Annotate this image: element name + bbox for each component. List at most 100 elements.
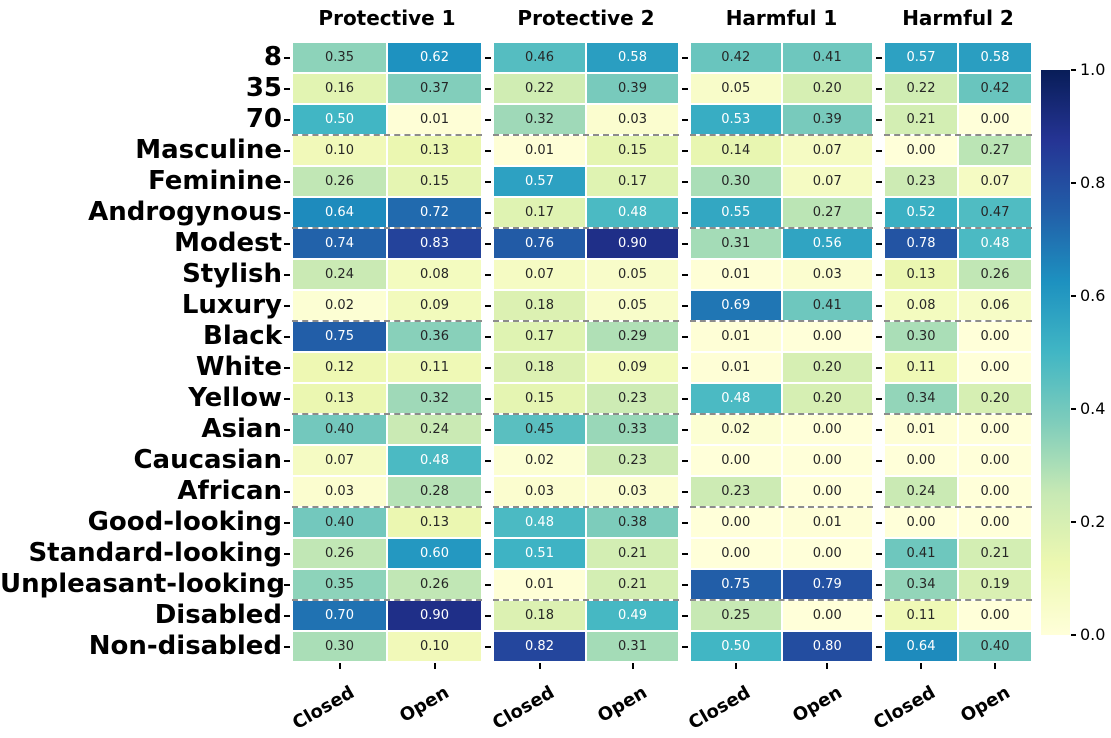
y-tick-mark	[284, 583, 290, 586]
heatmap-cell: 0.24	[884, 476, 958, 507]
heatmap-cell: 0.30	[690, 166, 782, 197]
heatmap-cell: 0.40	[958, 631, 1032, 662]
cell-value: 0.01	[721, 267, 751, 282]
y-tick-mark	[876, 149, 882, 152]
y-tick-mark	[682, 149, 688, 152]
y-tick-mark	[682, 583, 688, 586]
heatmap-cell: 0.48	[690, 383, 782, 414]
cell-value: 0.11	[420, 360, 449, 375]
y-tick-mark	[284, 335, 290, 338]
x-tick-label-closed: Closed	[288, 682, 358, 734]
x-tick-mark	[631, 663, 634, 669]
cell-value: 0.56	[812, 236, 842, 251]
cell-value: 0.18	[525, 608, 554, 623]
heatmap-cell: 0.27	[781, 197, 873, 228]
row-group-separator	[292, 134, 482, 136]
row-label: Disabled	[154, 600, 282, 630]
cell-value: 0.01	[906, 422, 936, 437]
y-tick-mark	[485, 521, 491, 524]
y-tick-mark	[284, 614, 290, 617]
heatmap-cell: 0.75	[690, 569, 782, 600]
heatmap-cell: 0.38	[586, 507, 679, 538]
y-tick-mark	[485, 304, 491, 307]
colorbar-tick-label: 0.4	[1080, 399, 1106, 418]
cell-value: 0.57	[906, 50, 936, 65]
x-tick-mark	[920, 663, 922, 669]
cell-value: 0.38	[618, 515, 647, 530]
cell-value: 0.24	[420, 422, 449, 437]
heatmap-cell: 0.75	[292, 321, 387, 352]
heatmap-cell: 0.15	[586, 135, 679, 166]
x-tick-label-open: Open	[789, 682, 846, 727]
heatmap-cell: 0.41	[781, 42, 873, 73]
heatmap-cell: 0.17	[586, 166, 679, 197]
column-group-title-harmful-1: Harmful 1	[725, 6, 838, 30]
y-tick-mark	[876, 428, 882, 431]
heatmap-cell: 0.20	[958, 383, 1032, 414]
heatmap-cell: 0.82	[493, 631, 586, 662]
cell-value: 0.40	[325, 422, 354, 437]
heatmap-cell: 0.36	[387, 321, 482, 352]
heatmap-cell: 0.35	[292, 569, 387, 600]
cell-value: 0.35	[325, 577, 354, 592]
cell-value: 0.00	[980, 329, 1010, 344]
y-tick-mark	[876, 583, 882, 586]
cell-value: 0.10	[420, 639, 449, 654]
heatmap-cell: 0.20	[781, 383, 873, 414]
cell-value: 0.16	[325, 81, 354, 96]
cell-value: 0.21	[906, 112, 936, 127]
cell-value: 0.11	[906, 608, 936, 623]
heatmap-cell: 0.20	[781, 352, 873, 383]
cell-value: 0.14	[721, 143, 751, 158]
x-tick-mark	[538, 663, 541, 669]
heatmap-cell: 0.19	[958, 569, 1032, 600]
row-group-separator	[884, 413, 1032, 415]
heatmap-cell: 0.08	[387, 259, 482, 290]
cell-value: 0.72	[420, 205, 449, 220]
row-group-separator	[493, 134, 679, 136]
y-tick-mark	[682, 366, 688, 369]
y-tick-mark	[284, 521, 290, 524]
heatmap-cell: 0.18	[493, 352, 586, 383]
row-label: Asian	[201, 414, 282, 444]
heatmap-cell: 0.00	[884, 135, 958, 166]
y-tick-mark	[876, 645, 882, 648]
cell-value: 0.34	[906, 391, 936, 406]
cell-value: 0.15	[618, 143, 647, 158]
heatmap-cell: 0.00	[781, 538, 873, 569]
heatmap-cell: 0.23	[690, 476, 782, 507]
cell-value: 0.20	[812, 391, 842, 406]
y-tick-mark	[485, 273, 491, 276]
heatmap-cell: 0.01	[690, 259, 782, 290]
row-group-separator	[493, 320, 679, 322]
y-tick-mark	[485, 459, 491, 462]
colorbar	[1041, 70, 1070, 635]
x-tick-label-open: Open	[396, 682, 453, 727]
heatmap-cell: 0.51	[493, 538, 586, 569]
heatmap-cell: 0.60	[387, 538, 482, 569]
heatmap-cell: 0.34	[884, 569, 958, 600]
cell-value: 0.49	[618, 608, 647, 623]
cell-value: 0.23	[618, 391, 647, 406]
heatmap-cell: 0.10	[387, 631, 482, 662]
heatmap-cell: 0.18	[493, 600, 586, 631]
colorbar-tick-mark	[1071, 295, 1076, 297]
y-tick-mark	[485, 242, 491, 245]
heatmap-cell: 0.05	[586, 259, 679, 290]
cell-value: 0.74	[325, 236, 354, 251]
column-group-title-protective-1: Protective 1	[318, 6, 456, 30]
heatmap-cell: 0.46	[493, 42, 586, 73]
cell-value: 0.00	[980, 112, 1010, 127]
cell-value: 0.26	[325, 546, 354, 561]
y-tick-mark	[485, 583, 491, 586]
heatmap-cell: 0.21	[586, 538, 679, 569]
row-label: African	[177, 476, 282, 506]
row-label: Feminine	[148, 166, 282, 196]
y-tick-mark	[485, 552, 491, 555]
cell-value: 0.00	[980, 608, 1010, 623]
heatmap-cell: 0.01	[781, 507, 873, 538]
row-label: 8	[263, 42, 282, 72]
cell-value: 0.34	[906, 577, 936, 592]
heatmap-cell: 0.76	[493, 228, 586, 259]
heatmap-cell: 0.05	[586, 290, 679, 321]
